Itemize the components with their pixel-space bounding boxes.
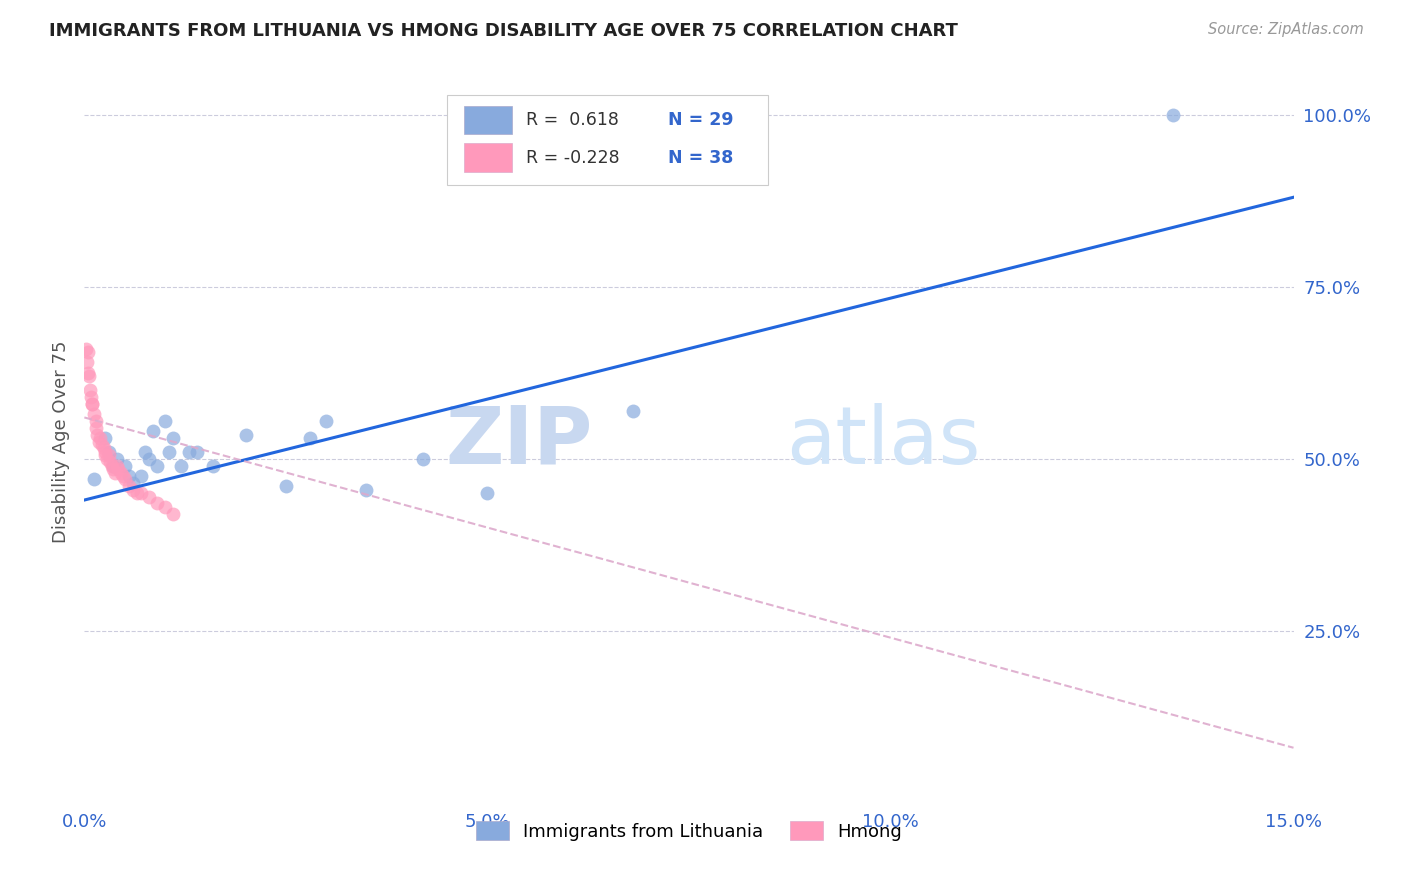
Point [112, 469, 135, 483]
Point [93, 445, 115, 459]
Text: atlas: atlas [786, 402, 980, 481]
Point [138, 451, 160, 466]
Text: R = -0.228: R = -0.228 [526, 149, 619, 167]
Point [134, 445, 156, 459]
Point [162, 431, 184, 445]
Point [105, 458, 128, 473]
Point [129, 486, 152, 500]
Point [93, 442, 115, 456]
Text: N = 29: N = 29 [668, 111, 734, 129]
Text: Source: ZipAtlas.com: Source: ZipAtlas.com [1208, 22, 1364, 37]
FancyBboxPatch shape [447, 95, 768, 185]
Point [315, 414, 337, 428]
Point [129, 469, 152, 483]
Point [153, 500, 176, 514]
Text: ZIP: ZIP [444, 402, 592, 481]
Point [79, 383, 101, 397]
Point [97, 445, 120, 459]
Point [89, 431, 111, 445]
Point [118, 469, 141, 483]
Point [121, 483, 143, 497]
Point [98, 455, 121, 469]
Y-axis label: Disability Age Over 75: Disability Age Over 75 [52, 340, 70, 543]
Point [114, 458, 136, 473]
Point [104, 466, 127, 480]
Point [86, 427, 108, 442]
FancyBboxPatch shape [464, 143, 512, 172]
Point [97, 448, 120, 462]
Point [96, 451, 118, 466]
Point [114, 472, 136, 486]
Point [93, 431, 115, 445]
Text: N = 38: N = 38 [668, 149, 734, 167]
Point [138, 490, 160, 504]
Point [83, 407, 105, 421]
Legend: Immigrants from Lithuania, Hmong: Immigrants from Lithuania, Hmong [468, 814, 910, 848]
Point [356, 483, 378, 497]
Point [186, 445, 208, 459]
Point [77, 366, 100, 380]
Point [412, 451, 434, 466]
Point [87, 434, 110, 449]
Point [118, 479, 141, 493]
Point [162, 507, 184, 521]
Point [146, 458, 169, 473]
Point [94, 448, 117, 462]
Point [274, 479, 297, 493]
Point [83, 472, 105, 486]
Point [110, 466, 132, 480]
Point [153, 414, 176, 428]
Point [86, 421, 108, 435]
Point [235, 427, 257, 442]
Point [202, 458, 225, 473]
Point [125, 486, 148, 500]
Point [91, 438, 114, 452]
Point [103, 462, 125, 476]
Text: IMMIGRANTS FROM LITHUANIA VS HMONG DISABILITY AGE OVER 75 CORRELATION CHART: IMMIGRANTS FROM LITHUANIA VS HMONG DISAB… [49, 22, 957, 40]
Point [170, 458, 193, 473]
Point [299, 431, 322, 445]
Point [142, 424, 165, 438]
Point [84, 414, 107, 428]
Point [80, 397, 103, 411]
Point [477, 486, 499, 500]
Point [101, 458, 124, 473]
FancyBboxPatch shape [464, 105, 512, 135]
Point [105, 451, 128, 466]
Point [82, 397, 104, 411]
Point [621, 403, 644, 417]
Point [121, 475, 143, 490]
Point [179, 445, 201, 459]
Point [80, 390, 103, 404]
Point [107, 462, 129, 476]
Point [157, 445, 180, 459]
Point [1161, 108, 1184, 122]
Text: R =  0.618: R = 0.618 [526, 111, 619, 129]
Point [77, 369, 100, 384]
Point [100, 458, 122, 473]
Point [146, 496, 169, 510]
Point [76, 345, 98, 359]
Point [75, 342, 97, 356]
Point [76, 355, 98, 369]
